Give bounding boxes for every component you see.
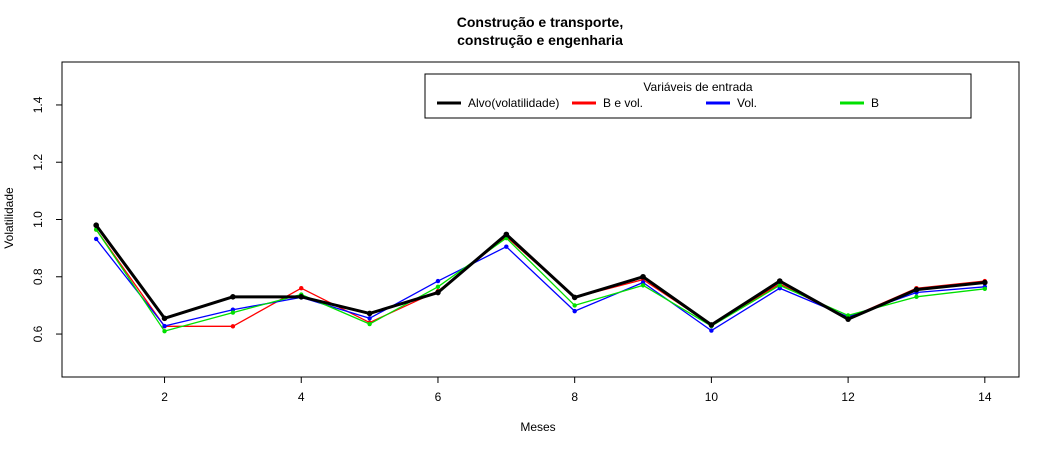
- data-point: [435, 289, 441, 296]
- data-point: [708, 322, 715, 328]
- data-point: [982, 286, 988, 291]
- data-point: [298, 294, 305, 300]
- data-point: [572, 308, 577, 314]
- chart-title-line-1: Construção e transporte,: [457, 14, 623, 30]
- data-point: [230, 294, 236, 300]
- data-point: [913, 286, 920, 293]
- data-point: [93, 222, 99, 229]
- legend-box: [424, 73, 972, 119]
- x-tick-label: 6: [435, 390, 442, 404]
- chart-title-line-2: construção e engenharia: [457, 32, 623, 48]
- y-tick-label: 0.6: [31, 325, 45, 342]
- data-point: [640, 283, 646, 288]
- data-point: [230, 310, 236, 315]
- legend: Variáveis de entrada Alvo(volatilidade) B…: [424, 73, 972, 119]
- y-tick-label: 0.8: [31, 268, 45, 285]
- y-tick-label: 1.4: [31, 96, 45, 113]
- data-point: [914, 294, 919, 300]
- data-point: [230, 324, 236, 329]
- data-point: [640, 273, 646, 280]
- x-axis-label: Meses: [520, 420, 555, 434]
- data-point: [366, 310, 373, 317]
- x-tick-label: 4: [298, 390, 305, 404]
- data-point: [367, 321, 372, 327]
- data-point: [776, 278, 783, 284]
- data-point: [162, 328, 167, 334]
- x-tick-label: 8: [571, 390, 578, 404]
- data-point: [504, 244, 509, 249]
- x-tick-label: 2: [161, 390, 168, 404]
- x-tick-label: 12: [841, 390, 855, 404]
- data-point: [435, 278, 441, 284]
- legend-label: Vol.: [737, 96, 757, 110]
- legend-items: Alvo(volatilidade) B e vol. Vol. B: [437, 96, 879, 110]
- series-line: [95, 229, 985, 327]
- data-point: [93, 236, 99, 242]
- data-point: [299, 286, 304, 291]
- data-point: [435, 284, 441, 289]
- y-axis: 0.6 0.8 1.0 1.2 1.4: [31, 96, 62, 342]
- data-point: [777, 283, 782, 288]
- data-point: [709, 328, 714, 333]
- data-point: [982, 279, 988, 286]
- legend-label: B: [871, 96, 879, 110]
- legend-label: Alvo(volatilidade): [468, 96, 559, 110]
- data-point: [572, 303, 577, 308]
- x-tick-label: 14: [978, 390, 992, 404]
- data-point: [571, 294, 578, 301]
- data-point: [845, 313, 851, 318]
- y-axis-label: Volatilidade: [2, 187, 16, 249]
- data-point: [161, 315, 168, 322]
- data-point: [503, 231, 510, 238]
- legend-title: Variáveis de entrada: [643, 80, 753, 94]
- data-point: [162, 323, 167, 329]
- y-tick-label: 1.2: [31, 154, 45, 171]
- legend-label: B e vol.: [603, 96, 643, 110]
- data-point: [367, 316, 372, 321]
- series-layer: [93, 222, 988, 334]
- x-axis: 2 4 6 8 10 12 14: [161, 377, 992, 404]
- data-point: [845, 316, 851, 322]
- series-line: [95, 229, 985, 332]
- y-tick-label: 1.0: [31, 211, 45, 228]
- series-0: [93, 222, 988, 328]
- x-tick-label: 10: [705, 390, 719, 404]
- series-line: [94, 224, 985, 327]
